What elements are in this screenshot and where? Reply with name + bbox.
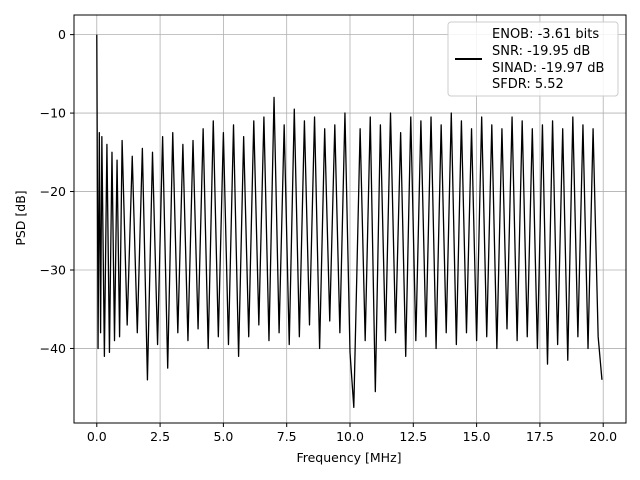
y-tick-label: −10: [40, 106, 66, 121]
legend: ENOB: -3.61 bits SNR: -19.95 dB SINAD: -…: [447, 21, 619, 97]
y-tick-label: −20: [40, 184, 66, 199]
legend-box: [447, 21, 619, 97]
y-tick-label: −40: [40, 341, 66, 356]
x-tick-label: 2.5: [150, 429, 170, 444]
y-tick-label: −30: [40, 263, 66, 278]
legend-entry-enob: ENOB: -3.61 bits: [492, 27, 599, 42]
y-axis-label: PSD [dB]: [13, 190, 28, 245]
x-tick-label: 20.0: [589, 429, 617, 444]
x-axis-ticks: 0.0 2.5 5.0 7.5 10.0 12.5 15.0 17.5 20.0: [87, 423, 617, 444]
x-tick-label: 12.5: [399, 429, 427, 444]
legend-entry-sinad: SINAD: -19.97 dB: [492, 61, 604, 76]
x-tick-label: 0.0: [87, 429, 107, 444]
x-tick-label: 10.0: [336, 429, 364, 444]
x-axis-label: Frequency [MHz]: [296, 450, 401, 465]
y-axis-ticks: 0 −10 −20 −30 −40: [40, 27, 74, 356]
psd-series-line: [96, 34, 603, 408]
x-tick-label: 15.0: [463, 429, 491, 444]
x-tick-label: 7.5: [277, 429, 297, 444]
x-tick-label: 5.0: [213, 429, 233, 444]
y-tick-label: 0: [58, 27, 66, 42]
series-layer: [96, 34, 603, 408]
legend-entry-sfdr: SFDR: 5.52: [492, 77, 564, 92]
legend-entry-snr: SNR: -19.95 dB: [492, 44, 590, 59]
x-tick-label: 17.5: [526, 429, 554, 444]
